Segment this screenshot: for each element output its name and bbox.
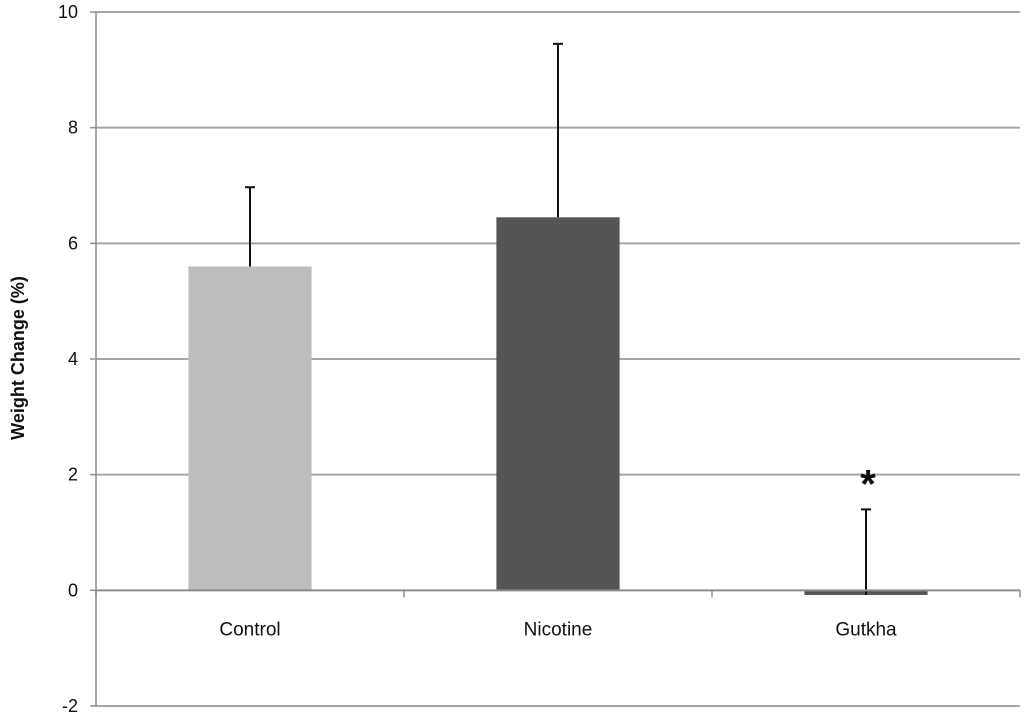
annotations: * bbox=[860, 462, 876, 506]
y-tick-label: 2 bbox=[68, 465, 78, 485]
y-tick-label: 4 bbox=[68, 349, 78, 369]
y-tick-label: -2 bbox=[62, 696, 78, 716]
y-tick-labels: -2 0 2 4 6 8 10 bbox=[58, 2, 78, 716]
y-axis-title: Weight Change (%) bbox=[8, 276, 28, 440]
y-tick-label: 10 bbox=[58, 2, 78, 22]
y-tick-label: 8 bbox=[68, 118, 78, 138]
bar-nicotine bbox=[496, 217, 620, 591]
x-category-label: Gutkha bbox=[835, 619, 897, 640]
bars bbox=[188, 217, 928, 595]
bar-control bbox=[188, 266, 312, 591]
axes bbox=[90, 11, 1021, 707]
x-category-labels: Control Nicotine Gutkha bbox=[219, 619, 897, 640]
y-tick-label: 0 bbox=[68, 580, 78, 600]
y-tick-label: 6 bbox=[68, 233, 78, 253]
error-bars bbox=[245, 42, 871, 595]
x-category-label: Control bbox=[219, 619, 280, 640]
significance-marker: * bbox=[860, 462, 876, 506]
x-category-label: Nicotine bbox=[524, 619, 593, 640]
